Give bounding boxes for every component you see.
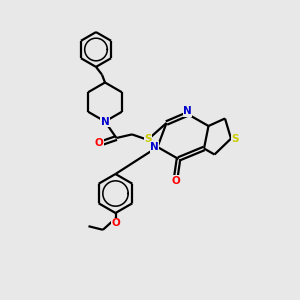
Text: O: O <box>111 218 120 228</box>
Text: S: S <box>144 134 152 145</box>
Text: N: N <box>183 106 192 116</box>
Text: N: N <box>100 116 109 127</box>
Text: S: S <box>231 134 239 144</box>
Text: O: O <box>95 138 104 148</box>
Text: N: N <box>150 142 159 152</box>
Text: O: O <box>172 176 181 186</box>
